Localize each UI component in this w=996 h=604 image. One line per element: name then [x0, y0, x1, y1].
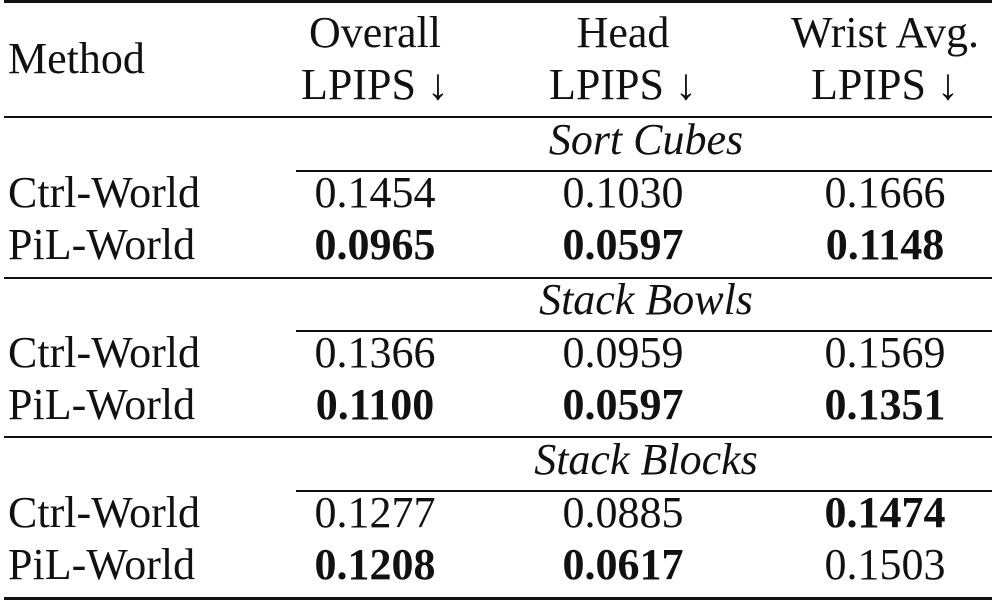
section-title-stack-blocks: Stack Blocks — [534, 435, 758, 484]
table-row-method: Ctrl-World — [8, 328, 200, 377]
table-cell-wrist: 0.1569 — [824, 328, 946, 377]
table-cell-overall-best: 0.0965 — [314, 220, 436, 269]
bottom-rule — [4, 597, 992, 600]
section-rule — [296, 490, 992, 492]
top-rule — [4, 0, 992, 3]
table-row-method: PiL-World — [8, 540, 196, 589]
table-row-method: Ctrl-World — [8, 168, 200, 217]
section-title-sort-cubes: Sort Cubes — [548, 115, 744, 164]
table-cell-wrist-best: 0.1351 — [824, 380, 946, 429]
table-cell-wrist: 0.1666 — [824, 168, 946, 217]
table-cell-wrist-best: 0.1474 — [824, 488, 946, 537]
header-rule — [4, 116, 992, 118]
overall-header-line1: Overall — [309, 8, 441, 57]
section-rule — [296, 170, 992, 172]
table-cell-head: 0.1030 — [562, 168, 684, 217]
head-header-line2: LPIPS ↓ — [549, 60, 697, 109]
table-row-method: Ctrl-World — [8, 488, 200, 537]
table-cell-head-best: 0.0597 — [562, 220, 684, 269]
section-divider — [4, 436, 992, 438]
table-cell-wrist-best: 0.1148 — [825, 220, 945, 269]
table-cell-head: 0.0885 — [562, 488, 684, 537]
table-cell-wrist: 0.1503 — [824, 540, 946, 589]
method-header: Method — [8, 34, 145, 83]
table-cell-overall-best: 0.1100 — [315, 380, 435, 429]
wrist-header-line2: LPIPS ↓ — [811, 60, 959, 109]
table-cell-overall: 0.1454 — [314, 168, 436, 217]
table-cell-head: 0.0959 — [562, 328, 684, 377]
head-header-line1: Head — [576, 8, 670, 57]
overall-header-line2: LPIPS ↓ — [301, 60, 449, 109]
section-divider — [4, 277, 992, 279]
table-cell-overall: 0.1366 — [314, 328, 436, 377]
wrist-header-line1: Wrist Avg. — [790, 8, 980, 57]
table-row-method: PiL-World — [8, 380, 196, 429]
table-row-method: PiL-World — [8, 220, 196, 269]
table-cell-head-best: 0.0597 — [562, 380, 684, 429]
section-rule — [296, 330, 992, 332]
table-cell-head-best: 0.0617 — [562, 540, 684, 589]
table-cell-overall: 0.1277 — [314, 488, 436, 537]
table-cell-overall-best: 0.1208 — [314, 540, 436, 589]
section-title-stack-bowls: Stack Bowls — [539, 275, 753, 324]
